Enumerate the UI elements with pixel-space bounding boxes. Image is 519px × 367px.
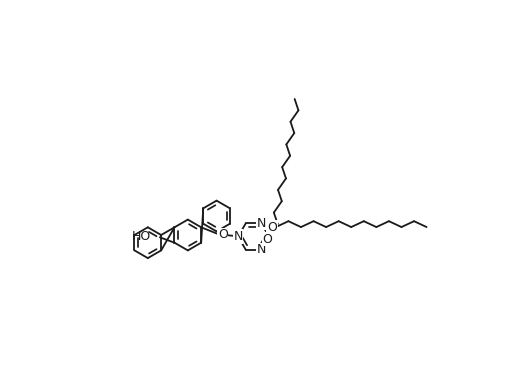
Text: N: N: [256, 243, 266, 257]
Text: N: N: [256, 217, 266, 230]
Text: O: O: [267, 221, 277, 233]
Text: HO: HO: [132, 230, 152, 243]
Text: O: O: [218, 229, 228, 241]
Text: N: N: [234, 230, 243, 243]
Text: O: O: [263, 233, 272, 246]
